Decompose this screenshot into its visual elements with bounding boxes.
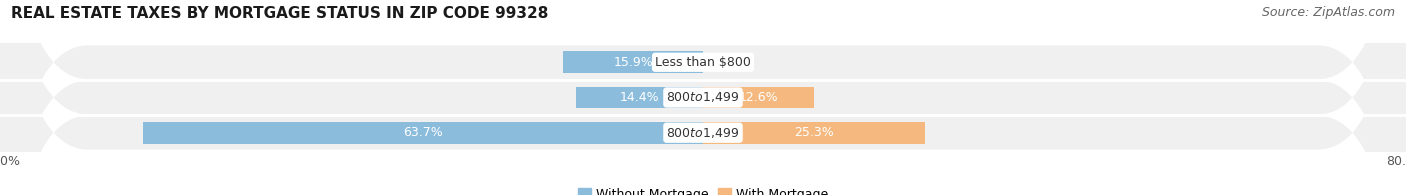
Text: $800 to $1,499: $800 to $1,499 xyxy=(666,90,740,105)
Text: 63.7%: 63.7% xyxy=(404,126,443,139)
Text: Less than $800: Less than $800 xyxy=(655,56,751,69)
Legend: Without Mortgage, With Mortgage: Without Mortgage, With Mortgage xyxy=(574,183,832,195)
Text: 15.9%: 15.9% xyxy=(613,56,652,69)
Bar xyxy=(703,122,925,144)
Text: Source: ZipAtlas.com: Source: ZipAtlas.com xyxy=(1261,6,1395,19)
Text: 0.0%: 0.0% xyxy=(710,56,742,69)
Bar xyxy=(564,51,703,73)
Text: REAL ESTATE TAXES BY MORTGAGE STATUS IN ZIP CODE 99328: REAL ESTATE TAXES BY MORTGAGE STATUS IN … xyxy=(11,6,548,21)
Bar xyxy=(703,87,814,108)
Text: 14.4%: 14.4% xyxy=(620,91,659,104)
Bar xyxy=(576,87,703,108)
Text: $800 to $1,499: $800 to $1,499 xyxy=(666,126,740,140)
Text: 12.6%: 12.6% xyxy=(738,91,778,104)
Bar xyxy=(143,122,703,144)
Text: 25.3%: 25.3% xyxy=(794,126,834,139)
